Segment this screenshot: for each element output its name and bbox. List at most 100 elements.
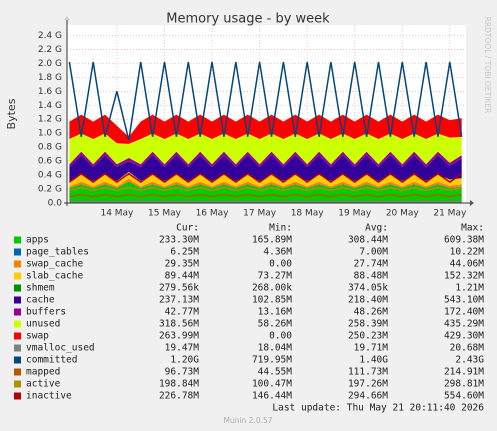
legend-stat: 165.89M [252, 235, 292, 246]
axes: 0.0 0.2 G 0.4 G 0.6 G 0.8 G 1.0 G 1.2 G 1.4 G 1.… [38, 16, 474, 219]
legend-stat: 10.22M [450, 247, 485, 258]
legend-stat: 279.56k [159, 283, 199, 294]
legend-stat: 218.40M [348, 295, 388, 306]
legend-stat: 226.78M [159, 391, 199, 402]
legend-header: Min: [269, 223, 292, 234]
y-tick-label: 2.4 G [38, 31, 62, 41]
legend-swatch [14, 356, 21, 364]
y-tick-label: 2.2 G [38, 45, 62, 55]
legend-swatch [14, 248, 21, 256]
legend-stat: 146.44M [252, 391, 292, 402]
x-tick-label: 20 May [386, 209, 420, 219]
legend-label: unused [26, 319, 60, 330]
legend-stat: 100.47M [252, 379, 292, 390]
legend-stat: 48.26M [354, 307, 389, 318]
y-tick-label: 1.6 G [38, 87, 62, 97]
y-tick-label: 0.2 G [38, 185, 62, 195]
legend-swatch [14, 368, 21, 376]
legend-stat: 308.44M [348, 235, 388, 246]
legend-stat: 18.04M [258, 343, 293, 354]
legend-stat: 0.00 [269, 331, 292, 342]
legend-swatch [14, 284, 21, 292]
legend-swatch [14, 332, 21, 340]
line [69, 193, 462, 198]
legend-header: Max: [461, 223, 484, 234]
y-axis-arrow [64, 16, 70, 20]
legend-stat: 7.00M [359, 247, 388, 258]
legend-stat: 250.23M [348, 331, 388, 342]
legend-label: committed [26, 355, 77, 366]
legend-stat: 19.47M [165, 343, 200, 354]
x-tick-label: 19 May [338, 209, 372, 219]
legend-stat: 73.27M [258, 271, 293, 282]
legend-stat: 719.95M [252, 355, 292, 366]
legend-label: swap [26, 331, 49, 342]
legend-stat: 152.32M [444, 271, 484, 282]
legend-stat: 44.06M [450, 259, 485, 270]
legend-swatch [14, 344, 21, 352]
legend-stat: 554.60M [444, 391, 484, 402]
legend-stat: 172.40M [444, 307, 484, 318]
legend: Cur: Min: Avg: Max: apps 233.30M 165.89M 308.44… [14, 223, 484, 402]
x-axis-arrow [470, 200, 474, 206]
chart-title: Memory usage - by week [166, 12, 330, 27]
legend-stat: 29.35M [165, 259, 200, 270]
y-tick-label: 1.8 G [38, 73, 62, 83]
legend-stat: 1.40G [359, 355, 388, 366]
legend-stat: 197.26M [348, 379, 388, 390]
legend-swatch [14, 308, 21, 316]
x-tick-label: 18 May [291, 209, 325, 219]
x-tick-label: 14 May [100, 209, 134, 219]
legend-label: page_tables [26, 247, 89, 258]
legend-label: slab_cache [26, 271, 83, 282]
area [69, 182, 462, 203]
legend-stat: 294.66M [348, 391, 388, 402]
legend-label: swap_cache [26, 259, 83, 270]
area [69, 151, 462, 167]
legend-header: Cur: [176, 223, 199, 234]
legend-swatch [14, 296, 21, 304]
legend-stat: 58.26M [258, 319, 293, 330]
legend-stat: 111.73M [348, 367, 388, 378]
legend-stat: 318.56M [159, 319, 199, 330]
series-layer [68, 61, 463, 203]
legend-swatch [14, 320, 21, 328]
x-tick-label: 21 May [433, 209, 467, 219]
legend-stat: 0.00 [269, 259, 292, 270]
y-tick-label: 0.4 G [38, 171, 62, 181]
x-tick-label: 17 May [243, 209, 277, 219]
legend-stat: 102.85M [252, 295, 292, 306]
y-tick-label: 0.0 [48, 199, 63, 209]
legend-label: buffers [26, 307, 66, 318]
y-tick-label: 2.0 G [38, 59, 62, 69]
legend-stat: 435.29M [444, 319, 484, 330]
legend-stat: 214.91M [444, 367, 484, 378]
line [68, 172, 463, 184]
legend-swatch [14, 236, 21, 244]
legend-stat: 374.05k [348, 283, 388, 294]
legend-stat: 429.30M [444, 331, 484, 342]
legend-stat: 2.43G [455, 355, 484, 366]
legend-stat: 44.55M [258, 367, 293, 378]
legend-label: vmalloc_used [26, 343, 95, 354]
legend-stat: 42.77M [165, 307, 200, 318]
last-update: Last update: Thu May 21 20:11:40 2026 [272, 403, 484, 414]
legend-swatch [14, 380, 21, 388]
x-tick-label: 15 May [148, 209, 182, 219]
legend-label: inactive [26, 391, 72, 402]
legend-stat: 13.16M [258, 307, 293, 318]
legend-swatch [14, 392, 21, 400]
area [69, 133, 462, 165]
footer: Munin 2.0.57 [223, 416, 272, 425]
legend-stat: 609.38M [444, 235, 484, 246]
legend-stat: 19.71M [354, 343, 389, 354]
legend-stat: 27.74M [354, 259, 389, 270]
line [68, 61, 463, 141]
legend-stat: 258.39M [348, 319, 388, 330]
legend-stat: 1.20G [170, 355, 199, 366]
area [69, 171, 462, 187]
line [69, 186, 462, 192]
legend-stat: 233.30M [159, 235, 199, 246]
